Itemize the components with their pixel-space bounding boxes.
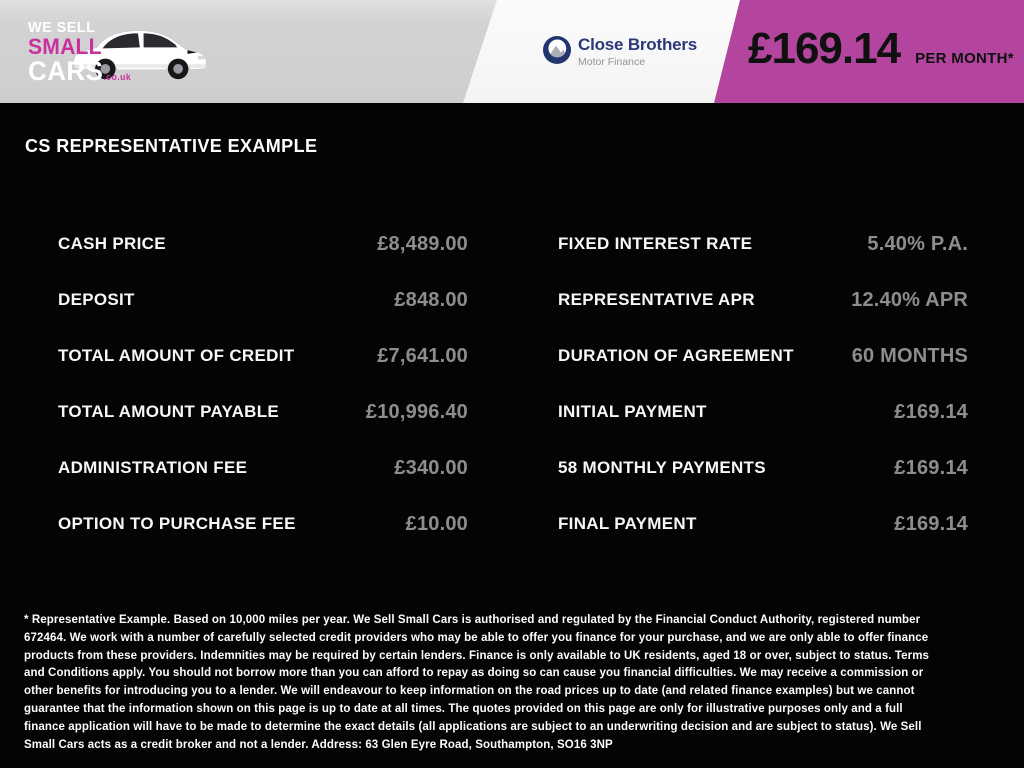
brand-logo: WE SELL SMALL CARS.co.uk — [28, 20, 131, 85]
row-value: £8,489.00 — [377, 232, 468, 255]
table-row-initial-payment: INITIAL PAYMENT £169.14 — [558, 384, 968, 440]
row-label: INITIAL PAYMENT — [558, 402, 707, 421]
row-label: 58 MONTHLY PAYMENTS — [558, 458, 766, 477]
finance-table-left: CASH PRICE £8,489.00 DEPOSIT £848.00 TOT… — [58, 216, 468, 552]
monthly-price-per-label: PER MONTH* — [915, 50, 1014, 67]
brand-domain-suffix: .co.uk — [103, 72, 132, 82]
row-label: TOTAL AMOUNT PAYABLE — [58, 402, 280, 421]
table-row-duration: DURATION OF AGREEMENT 60 MONTHS — [558, 328, 968, 384]
row-value: £7,641.00 — [377, 344, 468, 367]
row-value: 60 MONTHS — [851, 344, 968, 367]
row-value: £169.14 — [894, 512, 968, 535]
row-label: ADMINISTRATION FEE — [58, 458, 248, 477]
table-row-total-credit: TOTAL AMOUNT OF CREDIT £7,641.00 — [58, 328, 468, 384]
table-row-final-payment: FINAL PAYMENT £169.14 — [558, 496, 968, 552]
row-value: £340.00 — [394, 456, 468, 479]
row-value: 5.40% P.A. — [867, 232, 968, 255]
table-row-admin-fee: ADMINISTRATION FEE £340.00 — [58, 440, 468, 496]
header-accent-section — [714, 0, 1024, 103]
row-label: DEPOSIT — [58, 290, 135, 309]
row-value: £10.00 — [405, 512, 468, 535]
row-label: CASH PRICE — [58, 234, 166, 253]
row-label: TOTAL AMOUNT OF CREDIT — [58, 346, 295, 365]
close-brothers-icon — [543, 36, 571, 64]
row-value: £169.14 — [894, 400, 968, 423]
monthly-price: £169.14 PER MONTH* — [748, 24, 1014, 74]
brand-line-1: WE SELL — [28, 19, 96, 36]
table-row-apr: REPRESENTATIVE APR 12.40% APR — [558, 272, 968, 328]
page-title: CS REPRESENTATIVE EXAMPLE — [25, 136, 318, 156]
table-row-monthly-payments: 58 MONTHLY PAYMENTS £169.14 — [558, 440, 968, 496]
table-row-deposit: DEPOSIT £848.00 — [58, 272, 468, 328]
monthly-price-amount: £169.14 — [748, 24, 901, 73]
row-value: £848.00 — [394, 288, 468, 311]
row-label: OPTION TO PURCHASE FEE — [58, 514, 296, 533]
row-label: REPRESENTATIVE APR — [558, 290, 755, 309]
table-row-cash-price: CASH PRICE £8,489.00 — [58, 216, 468, 272]
row-value: £10,996.40 — [365, 400, 468, 423]
car-photo-icon — [73, 30, 207, 80]
brand-line-2: SMALL — [28, 34, 102, 59]
brand-line-3: CARS.co.uk — [28, 56, 132, 86]
lender-subtitle: Motor Finance — [578, 55, 646, 68]
row-label: FIXED INTEREST RATE — [558, 234, 753, 253]
table-row-option-fee: OPTION TO PURCHASE FEE £10.00 — [58, 496, 468, 552]
row-value: £169.14 — [894, 456, 968, 479]
row-label: FINAL PAYMENT — [558, 514, 697, 533]
lender-text: Close Brothers Motor Finance — [578, 35, 698, 68]
header-band: WE SELL SMALL CARS.co.uk Close Brothers … — [0, 0, 1024, 103]
row-label: DURATION OF AGREEMENT — [558, 346, 794, 365]
lender-logo: Close Brothers Motor Finance — [543, 35, 698, 68]
lender-name: Close Brothers — [578, 35, 698, 54]
table-row-interest-rate: FIXED INTEREST RATE 5.40% P.A. — [558, 216, 968, 272]
row-value: 12.40% APR — [851, 288, 968, 311]
disclaimer-text: * Representative Example. Based on 10,00… — [24, 614, 930, 751]
finance-table-right: FIXED INTEREST RATE 5.40% P.A. REPRESENT… — [558, 216, 968, 552]
table-row-total-payable: TOTAL AMOUNT PAYABLE £10,996.40 — [58, 384, 468, 440]
